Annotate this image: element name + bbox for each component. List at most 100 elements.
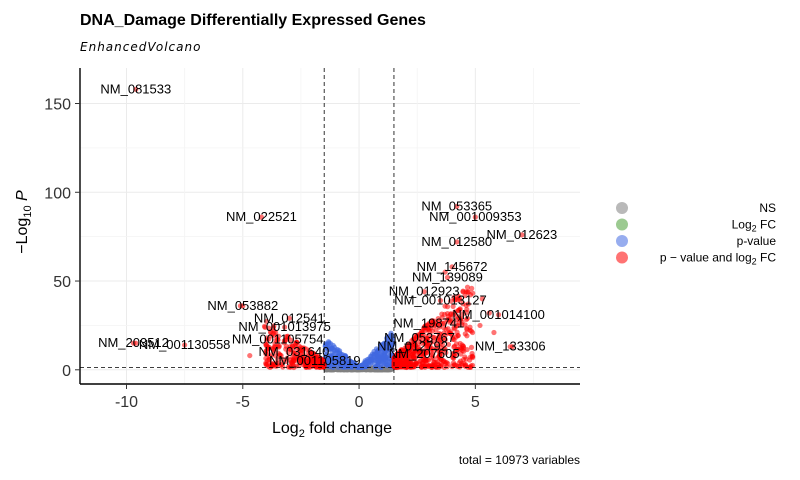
significant-point: [477, 322, 483, 329]
labeled-point: [312, 358, 318, 364]
labeled-point: [437, 297, 444, 304]
significant-point: [289, 343, 296, 349]
significant-point: [438, 351, 445, 357]
labeled-point: [454, 239, 460, 245]
labeled-point: [133, 86, 139, 92]
significant-point: [457, 297, 463, 303]
significant-point: [457, 346, 464, 353]
significant-point: [440, 357, 446, 364]
significant-point: [451, 325, 457, 331]
p-value-point: [372, 364, 379, 370]
significant-point: [415, 353, 421, 359]
significant-point: [437, 331, 443, 337]
legend-label: NS: [759, 201, 776, 215]
significant-point: [273, 360, 279, 366]
significant-point: [278, 353, 284, 359]
significant-point: [427, 343, 433, 349]
p-value-point: [368, 357, 374, 364]
significant-point: [393, 354, 399, 360]
labeled-point: [496, 312, 502, 318]
significant-point: [456, 319, 462, 326]
significant-point: [446, 330, 452, 336]
p-value-point: [384, 342, 390, 349]
significant-point: [271, 323, 277, 329]
p-value-point: [384, 339, 390, 345]
significant-point: [462, 331, 468, 337]
point-label: NM_053767: [384, 330, 455, 345]
labeled-point: [258, 214, 264, 220]
significant-point: [486, 310, 492, 316]
x-axis-title: Log2 fold change: [272, 420, 392, 440]
p-value-points: [322, 330, 396, 371]
significant-point: [450, 319, 456, 325]
p-value-point: [358, 363, 364, 369]
y-tick-label: 50: [53, 274, 71, 291]
point-label: NM_145672: [417, 259, 488, 274]
significant-point: [392, 362, 398, 368]
point-label: NM_001105819: [269, 353, 361, 368]
labeled-point: [275, 337, 281, 343]
significant-point: [451, 352, 458, 359]
significant-point: [464, 326, 470, 332]
point-label: NM_001130558: [139, 337, 231, 352]
point-label: NM_139089: [412, 269, 483, 284]
legend-label: p-value: [737, 234, 777, 248]
labeled-point: [286, 315, 292, 321]
significant-point: [468, 344, 475, 350]
p-value-point: [350, 359, 356, 366]
significant-point: [459, 342, 465, 348]
significant-point: [434, 336, 440, 342]
point-label: NM_012623: [486, 227, 557, 242]
labeled-point: [416, 335, 423, 341]
point-label: NM_207605: [389, 346, 460, 361]
significant-point: [464, 315, 471, 321]
significant-point: [263, 341, 269, 347]
significant-point: [461, 361, 467, 367]
labeled-point: [282, 324, 288, 330]
y-tick-label: 150: [44, 97, 71, 114]
significant-point: [445, 341, 452, 348]
p-value-point: [323, 351, 329, 358]
significant-point: [464, 346, 470, 353]
significant-point: [469, 329, 476, 336]
significant-point: [434, 340, 440, 347]
y-tick-label: 100: [44, 185, 71, 202]
point-label: NM_081533: [100, 81, 171, 96]
significant-point: [266, 356, 273, 362]
chart-subtitle: EnhancedVolcano: [80, 40, 201, 54]
significant-point: [283, 358, 289, 365]
p-value-point: [331, 358, 338, 364]
significant-point: [464, 306, 470, 312]
significant-point: [263, 318, 270, 325]
significant-point: [272, 343, 278, 350]
significant-point: [456, 360, 462, 366]
y-tick-label: 0: [62, 363, 71, 380]
significant-point: [433, 327, 439, 333]
significant-point: [442, 337, 448, 343]
significant-point: [421, 332, 427, 338]
point-label: NM_001014100: [452, 307, 545, 322]
significant-point: [442, 269, 448, 275]
significant-point: [491, 329, 497, 336]
cutoff-lines: [80, 68, 580, 384]
labeled-point: [291, 349, 297, 355]
labeled-point: [472, 214, 478, 220]
point-label: NM_001013127: [394, 293, 487, 308]
p-value-point: [343, 355, 350, 362]
labeled-point: [130, 340, 137, 346]
p-value-point: [368, 353, 374, 359]
x-tick-label: -5: [236, 394, 250, 411]
p-value-point: [379, 359, 385, 365]
significant-point: [439, 341, 446, 348]
labeled-point: [444, 274, 451, 281]
p-value-point: [386, 347, 392, 353]
significant-point: [451, 294, 457, 301]
point-label: NM_133306: [475, 339, 546, 354]
significant-point: [285, 364, 292, 370]
significant-point: [430, 334, 436, 340]
significant-point: [479, 296, 485, 302]
legend-key: [616, 218, 628, 231]
legend-label: p − value and log2 FC: [660, 251, 776, 267]
